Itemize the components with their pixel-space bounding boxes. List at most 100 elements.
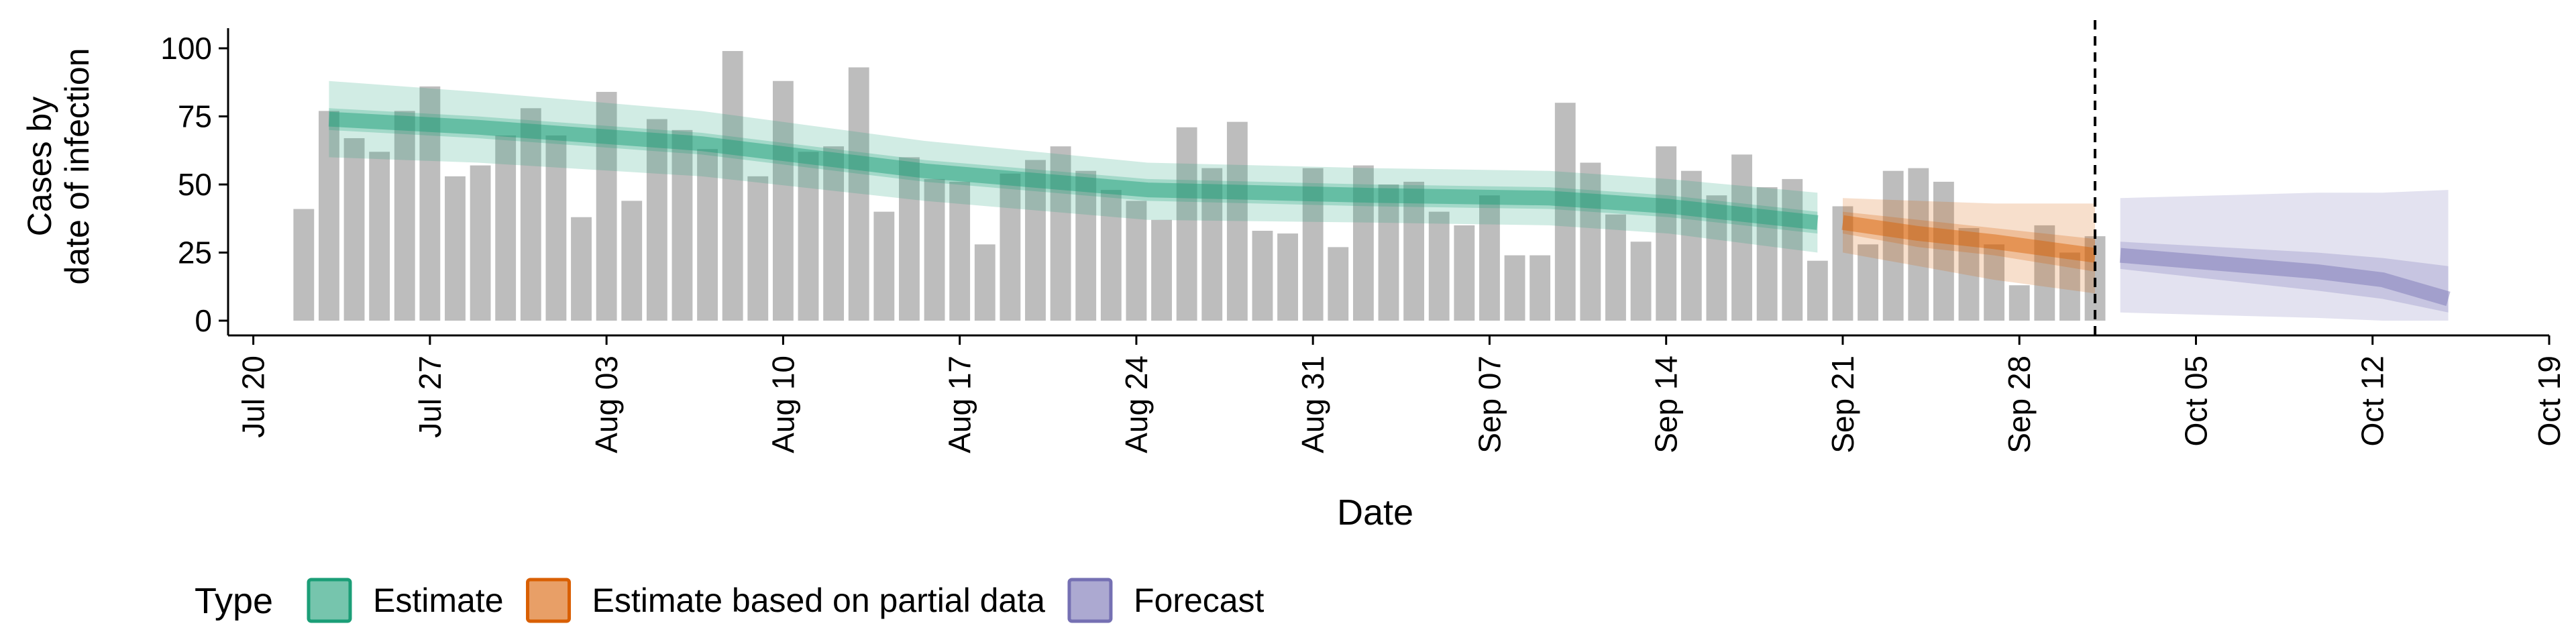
bar (1226, 121, 1248, 321)
bar (1025, 160, 1046, 321)
bar (1454, 225, 1475, 321)
bar (848, 67, 869, 321)
bar (873, 211, 895, 321)
legend-key (307, 578, 352, 623)
bar (646, 119, 667, 321)
bar (1984, 244, 2005, 321)
bar (1630, 241, 1652, 321)
y-tick-label: 25 (178, 235, 212, 270)
x-tick-label: Sep 14 (1649, 356, 1684, 453)
bar (394, 111, 415, 321)
inner-ribbon (1843, 211, 2095, 272)
y-axis-title-line1: Cases by (21, 97, 58, 236)
x-tick-label: Sep 07 (1472, 356, 1507, 453)
bar (369, 152, 390, 321)
bar (798, 152, 819, 321)
y-tick-label: 75 (178, 99, 212, 134)
median-line (328, 111, 1819, 230)
bar (1832, 206, 1854, 321)
bar (1554, 103, 1576, 321)
legend-title: Type (195, 581, 273, 621)
bar (596, 91, 617, 321)
bar (1352, 165, 1374, 321)
bar (2008, 285, 2030, 321)
bar (672, 129, 693, 321)
bar (974, 244, 996, 321)
bar (1504, 255, 1525, 321)
bar (1706, 195, 1727, 321)
bar (1580, 162, 1601, 321)
bars-layer (293, 51, 2106, 321)
x-tick-label: Oct 05 (2178, 356, 2213, 447)
bar (319, 111, 339, 321)
x-tick-label: Sep 21 (1825, 356, 1860, 453)
x-tick-label: Oct 19 (2532, 356, 2567, 447)
bar (1529, 255, 1551, 321)
bar (823, 146, 845, 321)
bar (949, 181, 971, 321)
bar (1782, 178, 1803, 321)
bar (924, 178, 945, 321)
bar (1100, 190, 1122, 321)
bar (2059, 252, 2080, 321)
bar (293, 209, 315, 321)
y-axis-title-line2: date of infection (58, 48, 96, 284)
bar (1756, 187, 1778, 321)
legend-label: Forecast (1134, 582, 1265, 619)
bar (1858, 244, 1878, 321)
bar (747, 176, 769, 321)
bar (343, 138, 365, 321)
bar (621, 201, 643, 321)
y-tick-label: 100 (160, 31, 212, 66)
median-line (2119, 248, 2451, 307)
bar (1933, 181, 1954, 321)
inner-ribbon (329, 108, 1818, 234)
bar (1277, 233, 1298, 321)
bar (495, 135, 517, 321)
bar (1479, 195, 1500, 321)
bar (1328, 247, 1349, 321)
bar (545, 135, 567, 321)
y-tick-label: 0 (195, 303, 212, 338)
x-tick-label: Aug 31 (1295, 356, 1330, 453)
bar (772, 80, 794, 321)
bar (1656, 146, 1677, 321)
x-tick-label: Aug 24 (1119, 356, 1154, 453)
x-tick-label: Jul 27 (413, 356, 447, 438)
bar (1958, 227, 1980, 321)
bar (1201, 168, 1223, 321)
bar (1403, 181, 1425, 321)
bar (1731, 154, 1752, 321)
y-tick-label: 50 (178, 167, 212, 202)
legend-key (1067, 578, 1113, 623)
legend-key (526, 578, 572, 623)
x-tick-label: Aug 03 (589, 356, 624, 453)
bar (1378, 184, 1399, 321)
axes: 0 25 50 75 100 Jul 20 Jul 27 Aug 03 Aug 10 Aug 17… (160, 28, 2567, 453)
bar (419, 86, 441, 321)
bar (470, 165, 491, 321)
x-tick-label: Aug 10 (765, 356, 800, 453)
bar (1075, 170, 1097, 321)
bar (1252, 231, 1273, 321)
median-line (1841, 215, 2096, 263)
bar (1000, 173, 1021, 321)
legend-label: Estimate based on partial data (592, 582, 1046, 619)
bar (1176, 127, 1197, 321)
bar (899, 157, 920, 321)
bar (2034, 225, 2055, 321)
bar (571, 217, 592, 321)
bar (520, 108, 541, 321)
legend-label: Estimate (373, 582, 504, 619)
bar (445, 176, 466, 321)
bar (1605, 214, 1626, 321)
bar (1680, 170, 1702, 321)
outer-ribbon (2120, 190, 2449, 321)
legend: Type Estimate Estimate based on partial da… (195, 578, 1265, 623)
bar (1882, 170, 1904, 321)
bar (1428, 211, 1450, 321)
outer-ribbon (329, 80, 1818, 253)
bar (1126, 201, 1147, 321)
bar (722, 51, 743, 321)
outer-ribbon (1843, 198, 2095, 294)
